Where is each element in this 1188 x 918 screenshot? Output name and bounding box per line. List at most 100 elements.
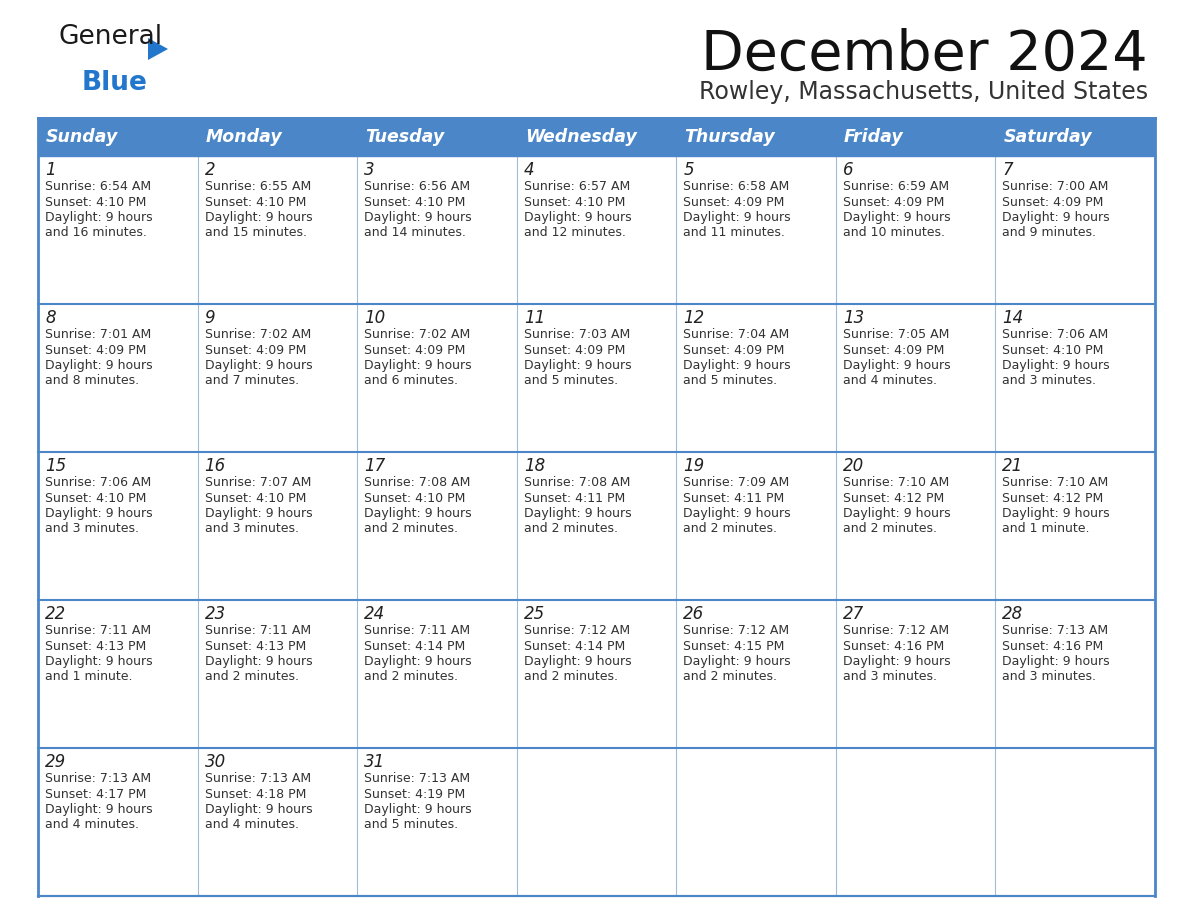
Text: Daylight: 9 hours: Daylight: 9 hours xyxy=(365,803,472,816)
Text: and 1 minute.: and 1 minute. xyxy=(45,670,133,684)
Text: and 4 minutes.: and 4 minutes. xyxy=(45,819,139,832)
Text: Sunset: 4:10 PM: Sunset: 4:10 PM xyxy=(204,196,307,208)
Text: Rowley, Massachusetts, United States: Rowley, Massachusetts, United States xyxy=(699,80,1148,104)
Text: 22: 22 xyxy=(45,605,67,623)
Text: Sunset: 4:09 PM: Sunset: 4:09 PM xyxy=(842,196,944,208)
Text: Sunset: 4:09 PM: Sunset: 4:09 PM xyxy=(842,343,944,356)
Text: 17: 17 xyxy=(365,457,385,475)
Bar xyxy=(836,748,996,896)
Text: Daylight: 9 hours: Daylight: 9 hours xyxy=(45,507,152,520)
Text: Sunrise: 7:04 AM: Sunrise: 7:04 AM xyxy=(683,328,790,341)
Text: 25: 25 xyxy=(524,605,545,623)
Bar xyxy=(38,748,197,896)
Bar xyxy=(836,452,996,600)
Text: Daylight: 9 hours: Daylight: 9 hours xyxy=(524,359,631,372)
Bar xyxy=(676,304,836,452)
Text: and 5 minutes.: and 5 minutes. xyxy=(683,375,777,387)
Text: Sunset: 4:13 PM: Sunset: 4:13 PM xyxy=(204,640,305,653)
Text: Daylight: 9 hours: Daylight: 9 hours xyxy=(1003,507,1110,520)
Text: Blue: Blue xyxy=(82,70,147,96)
Text: Daylight: 9 hours: Daylight: 9 hours xyxy=(365,655,472,668)
Text: and 2 minutes.: and 2 minutes. xyxy=(683,522,777,535)
Text: Sunset: 4:15 PM: Sunset: 4:15 PM xyxy=(683,640,784,653)
Text: Sunset: 4:10 PM: Sunset: 4:10 PM xyxy=(45,491,146,505)
Bar xyxy=(517,600,676,748)
Text: General: General xyxy=(58,24,162,50)
Text: Daylight: 9 hours: Daylight: 9 hours xyxy=(365,211,472,224)
Text: and 16 minutes.: and 16 minutes. xyxy=(45,227,147,240)
Text: and 15 minutes.: and 15 minutes. xyxy=(204,227,307,240)
Text: Sunrise: 6:57 AM: Sunrise: 6:57 AM xyxy=(524,180,630,193)
Bar xyxy=(836,304,996,452)
Text: Friday: Friday xyxy=(843,128,904,146)
Text: Sunset: 4:18 PM: Sunset: 4:18 PM xyxy=(204,788,307,800)
Text: Thursday: Thursday xyxy=(684,128,775,146)
Text: December 2024: December 2024 xyxy=(701,28,1148,82)
Bar xyxy=(197,156,358,304)
Text: 7: 7 xyxy=(1003,161,1013,179)
Bar xyxy=(38,304,197,452)
Text: Sunrise: 7:06 AM: Sunrise: 7:06 AM xyxy=(1003,328,1108,341)
Text: Sunrise: 7:11 AM: Sunrise: 7:11 AM xyxy=(365,624,470,637)
Text: Sunrise: 7:11 AM: Sunrise: 7:11 AM xyxy=(204,624,311,637)
Text: and 4 minutes.: and 4 minutes. xyxy=(204,819,298,832)
Text: Sunrise: 7:13 AM: Sunrise: 7:13 AM xyxy=(365,772,470,785)
Text: 3: 3 xyxy=(365,161,374,179)
Bar xyxy=(38,118,1155,156)
Text: Sunrise: 7:00 AM: Sunrise: 7:00 AM xyxy=(1003,180,1108,193)
Text: Sunrise: 7:02 AM: Sunrise: 7:02 AM xyxy=(204,328,311,341)
Text: Sunset: 4:11 PM: Sunset: 4:11 PM xyxy=(524,491,625,505)
Text: Sunrise: 7:06 AM: Sunrise: 7:06 AM xyxy=(45,476,151,489)
Bar xyxy=(676,452,836,600)
Text: Sunset: 4:10 PM: Sunset: 4:10 PM xyxy=(365,491,466,505)
Text: Daylight: 9 hours: Daylight: 9 hours xyxy=(842,211,950,224)
Text: 13: 13 xyxy=(842,309,864,327)
Text: and 3 minutes.: and 3 minutes. xyxy=(1003,375,1097,387)
Text: and 6 minutes.: and 6 minutes. xyxy=(365,375,459,387)
Text: Daylight: 9 hours: Daylight: 9 hours xyxy=(45,359,152,372)
Text: Sunrise: 7:12 AM: Sunrise: 7:12 AM xyxy=(524,624,630,637)
Text: and 2 minutes.: and 2 minutes. xyxy=(842,522,937,535)
Bar xyxy=(197,304,358,452)
Text: Daylight: 9 hours: Daylight: 9 hours xyxy=(45,803,152,816)
Text: Sunset: 4:12 PM: Sunset: 4:12 PM xyxy=(1003,491,1104,505)
Text: Daylight: 9 hours: Daylight: 9 hours xyxy=(45,211,152,224)
Text: Sunrise: 6:54 AM: Sunrise: 6:54 AM xyxy=(45,180,151,193)
Text: 23: 23 xyxy=(204,605,226,623)
Text: 4: 4 xyxy=(524,161,535,179)
Bar xyxy=(358,156,517,304)
Text: Sunrise: 7:10 AM: Sunrise: 7:10 AM xyxy=(1003,476,1108,489)
Text: and 2 minutes.: and 2 minutes. xyxy=(683,670,777,684)
Text: 8: 8 xyxy=(45,309,56,327)
Text: Sunset: 4:10 PM: Sunset: 4:10 PM xyxy=(1003,343,1104,356)
Text: Daylight: 9 hours: Daylight: 9 hours xyxy=(204,211,312,224)
Text: Sunday: Sunday xyxy=(46,128,119,146)
Bar xyxy=(517,304,676,452)
Text: Sunrise: 7:05 AM: Sunrise: 7:05 AM xyxy=(842,328,949,341)
Text: Sunset: 4:10 PM: Sunset: 4:10 PM xyxy=(204,491,307,505)
Bar xyxy=(38,156,197,304)
Text: Sunrise: 7:12 AM: Sunrise: 7:12 AM xyxy=(683,624,789,637)
Text: Daylight: 9 hours: Daylight: 9 hours xyxy=(1003,211,1110,224)
Text: and 7 minutes.: and 7 minutes. xyxy=(204,375,298,387)
Text: Sunset: 4:12 PM: Sunset: 4:12 PM xyxy=(842,491,944,505)
Text: 10: 10 xyxy=(365,309,385,327)
Text: Daylight: 9 hours: Daylight: 9 hours xyxy=(683,359,791,372)
Text: 5: 5 xyxy=(683,161,694,179)
Text: Sunrise: 6:55 AM: Sunrise: 6:55 AM xyxy=(204,180,311,193)
Text: Sunrise: 7:08 AM: Sunrise: 7:08 AM xyxy=(365,476,470,489)
Text: Daylight: 9 hours: Daylight: 9 hours xyxy=(1003,359,1110,372)
Bar xyxy=(836,156,996,304)
Text: Sunset: 4:09 PM: Sunset: 4:09 PM xyxy=(204,343,307,356)
Text: Daylight: 9 hours: Daylight: 9 hours xyxy=(1003,655,1110,668)
Text: Sunrise: 6:58 AM: Sunrise: 6:58 AM xyxy=(683,180,790,193)
Bar xyxy=(676,600,836,748)
Bar xyxy=(836,600,996,748)
Text: and 4 minutes.: and 4 minutes. xyxy=(842,375,937,387)
Text: 29: 29 xyxy=(45,753,67,771)
Text: and 2 minutes.: and 2 minutes. xyxy=(524,522,618,535)
Text: Sunset: 4:16 PM: Sunset: 4:16 PM xyxy=(842,640,944,653)
Bar xyxy=(517,748,676,896)
Text: Daylight: 9 hours: Daylight: 9 hours xyxy=(45,655,152,668)
Text: and 2 minutes.: and 2 minutes. xyxy=(365,522,459,535)
